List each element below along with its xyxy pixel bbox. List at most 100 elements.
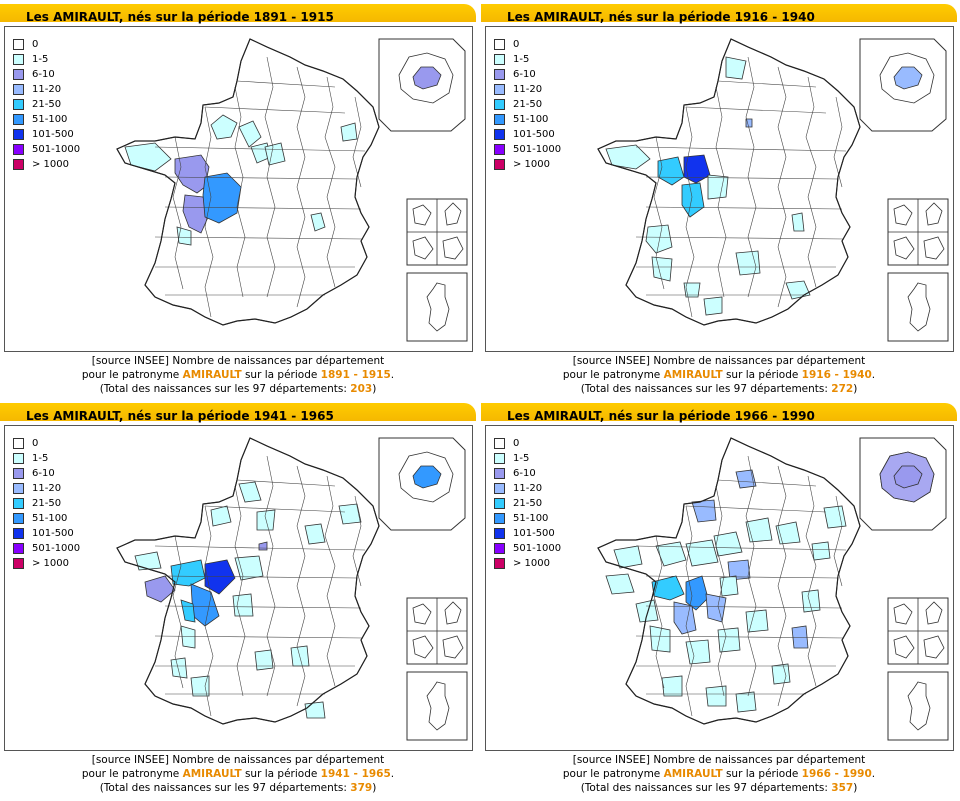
legend-item: 101-500: [494, 127, 561, 142]
caption-total-line: (Total des naissances sur les 97 départe…: [99, 782, 377, 794]
department-region: [613, 545, 643, 569]
legend-label: 51-100: [513, 114, 549, 125]
legend-swatch: [13, 54, 24, 65]
department-region: [645, 224, 673, 254]
department-region: [661, 675, 683, 697]
legend-label: 101-500: [513, 129, 555, 140]
border-line: [833, 495, 843, 587]
legend-label: 0: [513, 438, 520, 449]
legend-swatch: [13, 483, 24, 494]
panel-1966-1990: Les AMIRAULT, nés sur la période 1966 - …: [481, 399, 957, 797]
department-region: [801, 589, 821, 613]
period: 1966 - 1990: [801, 768, 872, 780]
caption-source: [source INSEE] Nombre de naissances par …: [91, 355, 385, 367]
department-region: [705, 593, 727, 623]
legend-item: 101-500: [13, 127, 80, 142]
department-region: [735, 250, 761, 276]
legend-label: 6-10: [32, 69, 55, 80]
department-borders: [635, 56, 847, 318]
legend: 0 1-5 6-10 11-20 21-50 51-100 101-500 501-1000 >…: [13, 436, 80, 571]
border-line: [154, 146, 366, 152]
border-line: [653, 136, 665, 290]
map-frame: 0 1-5 6-10 11-20 21-50 51-100 101-500 501-1000 >…: [485, 26, 954, 352]
department-region: [635, 599, 659, 623]
border-line: [154, 236, 364, 240]
border-line: [717, 479, 817, 487]
department-region: [655, 541, 687, 567]
border-line: [653, 535, 665, 689]
legend-item: 51-100: [494, 112, 561, 127]
legend-item: 0: [13, 37, 80, 52]
legend-label: 1-5: [32, 453, 49, 464]
department-region: [234, 555, 264, 581]
panel-title-bar: Les AMIRAULT, nés sur la période 1966 - …: [481, 403, 957, 423]
legend-item: 6-10: [13, 67, 80, 82]
department-region: [605, 573, 635, 595]
caption-source: [source INSEE] Nombre de naissances par …: [572, 355, 866, 367]
legend-label: 1-5: [513, 54, 530, 65]
legend-swatch: [13, 159, 24, 170]
border-line: [236, 80, 336, 88]
department-region: [210, 114, 238, 140]
caption-total-line: (Total des naissances sur les 97 départe…: [580, 383, 858, 395]
legend-label: 6-10: [513, 468, 536, 479]
caption-source: [source INSEE] Nombre de naissances par …: [572, 754, 866, 766]
border-line: [164, 605, 362, 609]
map-frame: 0 1-5 6-10 11-20 21-50 51-100 101-500 501-1000 >…: [485, 425, 954, 751]
legend-item: 101-500: [13, 526, 80, 541]
legend-item: > 1000: [13, 157, 80, 172]
legend-item: 51-100: [13, 112, 80, 127]
department-region: [290, 645, 310, 667]
legend-swatch: [13, 144, 24, 155]
period: 1916 - 1940: [801, 369, 872, 381]
border-line: [805, 475, 817, 687]
department-region: [725, 56, 747, 80]
department-region: [691, 499, 717, 523]
surname: AMIRAULT: [182, 369, 242, 381]
department-region: [144, 575, 176, 603]
caption-surname-line: pour le patronyme AMIRAULT sur la périod…: [562, 369, 876, 381]
legend-swatch: [494, 558, 505, 569]
guyane-shape: [412, 236, 434, 260]
period: 1891 - 1915: [320, 369, 391, 381]
reunion-shape: [442, 236, 464, 260]
paris-region: [893, 66, 923, 90]
paris-region: [412, 66, 442, 90]
panel-1941-1965: Les AMIRAULT, nés sur la période 1941 - …: [0, 399, 476, 797]
legend-item: 11-20: [494, 82, 561, 97]
caption-surname-line: pour le patronyme AMIRAULT sur la périod…: [81, 369, 395, 381]
france-map: [597, 38, 949, 342]
legend-item: 501-1000: [494, 541, 561, 556]
total: 203: [350, 383, 373, 395]
period: 1941 - 1965: [320, 768, 391, 780]
border-line: [635, 146, 847, 152]
legend-swatch: [494, 543, 505, 554]
border-line: [717, 80, 817, 88]
department-region: [719, 575, 739, 597]
legend-swatch: [494, 498, 505, 509]
legend-swatch: [494, 54, 505, 65]
border-line: [154, 545, 366, 551]
department-region: [673, 601, 697, 635]
legend-swatch: [13, 114, 24, 125]
france-map: [116, 38, 468, 342]
corsica-shape: [907, 282, 931, 332]
guadeloupe-shape: [412, 204, 432, 226]
legend-item: > 1000: [494, 157, 561, 172]
border-line: [685, 106, 695, 318]
legend-swatch: [13, 438, 24, 449]
legend-label: 21-50: [513, 498, 543, 509]
legend-item: 501-1000: [13, 541, 80, 556]
corsica-shape: [426, 282, 450, 332]
legend-label: 501-1000: [513, 543, 562, 554]
legend-swatch: [13, 468, 24, 479]
panel-title: Les AMIRAULT, nés sur la période 1966 - …: [507, 409, 815, 423]
legend-item: > 1000: [494, 556, 561, 571]
border-line: [685, 505, 695, 717]
border-line: [645, 176, 839, 180]
legend-label: 101-500: [32, 129, 74, 140]
border-line: [204, 505, 214, 717]
legend-swatch: [13, 129, 24, 140]
legend-label: 101-500: [32, 528, 74, 539]
department-region: [605, 144, 651, 170]
